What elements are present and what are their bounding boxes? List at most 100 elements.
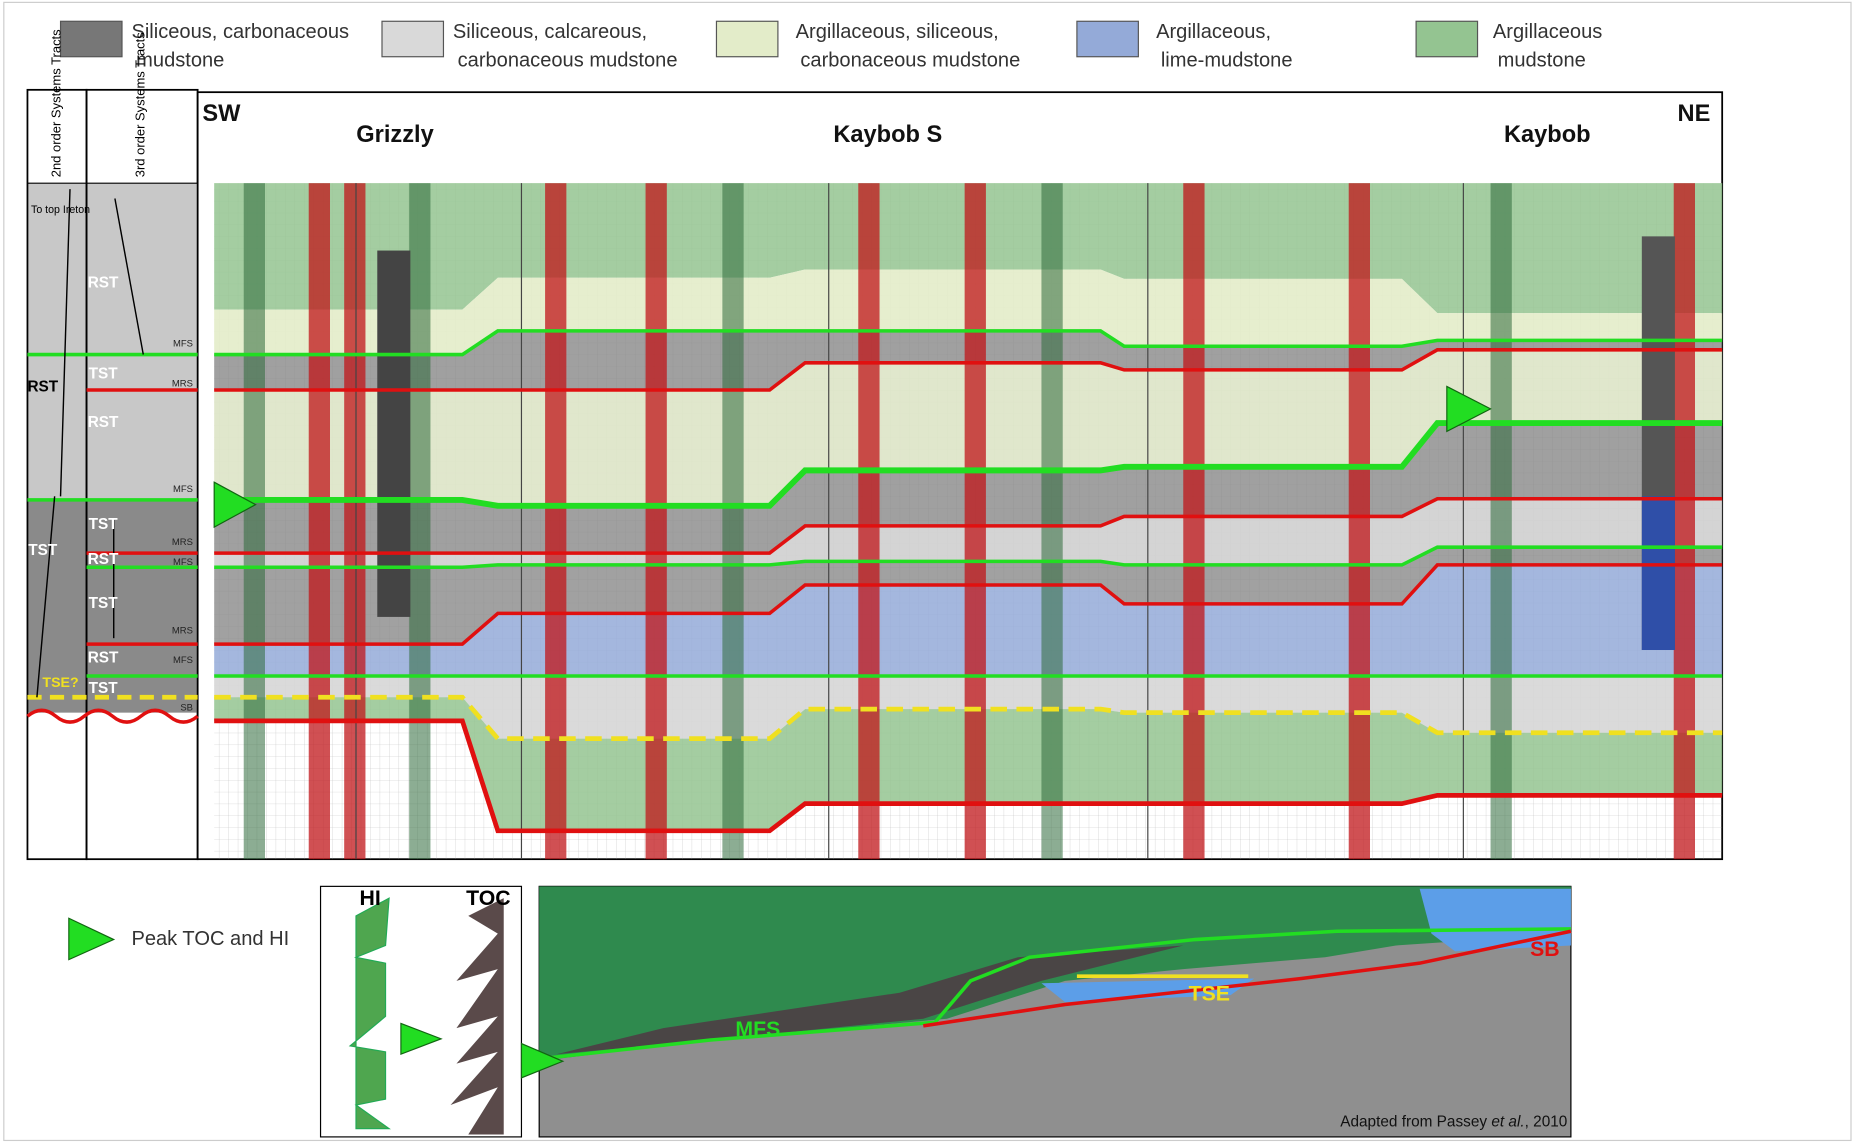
hi-label: HI xyxy=(360,886,381,910)
surface-line xyxy=(214,348,1723,392)
tract-label: TST xyxy=(89,516,119,533)
surface-line xyxy=(214,694,1723,741)
legend-label: Siliceous, carbonaceous mudstone xyxy=(131,21,349,71)
log-track xyxy=(545,183,567,860)
model-sb xyxy=(923,929,1572,1028)
log-track xyxy=(1183,183,1205,860)
surface-label: MRS xyxy=(172,379,193,390)
well-name: Kaybob xyxy=(1504,122,1591,148)
surface-line xyxy=(214,496,1723,555)
hi-profile xyxy=(348,897,391,1130)
legend-line: lime-mudstone xyxy=(1161,50,1293,72)
legend: Siliceous, carbonaceous mudstoneSiliceous… xyxy=(59,20,1602,72)
tract-label: RST xyxy=(88,414,119,431)
credit-part: et al. xyxy=(1491,1114,1524,1131)
legend-line: carbonaceous mudstone xyxy=(800,50,1020,72)
surface-label: MFS xyxy=(173,484,193,495)
peak-marker xyxy=(1446,385,1492,433)
cross-section: SW NE Grizzly Kaybob S Kaybob xyxy=(196,91,1724,861)
surface-label: MFS xyxy=(173,338,193,349)
tract-label: To top Ireton xyxy=(31,204,90,216)
log-track xyxy=(722,183,744,860)
legend-label: Argillaceous mudstone xyxy=(1493,21,1602,71)
model-mfs xyxy=(538,927,1571,1061)
surface-line xyxy=(214,420,1723,509)
surface-label: MFS xyxy=(173,655,193,666)
column-header: 2nd order Systems Tracts xyxy=(48,29,63,177)
direction-label: SW xyxy=(202,101,241,127)
toc-label: TOC xyxy=(466,886,511,910)
log-track xyxy=(409,183,431,860)
key-label: Peak TOC and HI xyxy=(131,928,289,950)
legend-label: Siliceous, calcareous, carbonaceous mudst… xyxy=(453,21,678,71)
surface-label: MFS xyxy=(173,557,193,568)
peak-marker xyxy=(68,917,116,961)
log-track xyxy=(858,183,880,860)
well-name: Kaybob S xyxy=(833,122,942,148)
log-track xyxy=(964,183,986,860)
toc-profile xyxy=(450,898,504,1135)
legend-line: Argillaceous xyxy=(1493,21,1602,43)
log-track xyxy=(1348,183,1370,860)
surface-label: MRS xyxy=(172,626,193,637)
peak-marker xyxy=(213,481,257,529)
legend-line: Argillaceous, xyxy=(1156,21,1271,43)
legend-label: Argillaceous, lime-mudstone xyxy=(1156,21,1292,71)
surface-label: SB xyxy=(180,702,193,713)
direction-label: NE xyxy=(1678,101,1711,127)
tract-label: RST xyxy=(88,275,119,292)
log-track xyxy=(1041,183,1063,860)
credit: Adapted from Passey et al., 2010 xyxy=(1340,1114,1567,1131)
log-track xyxy=(344,183,366,860)
legend-line: mudstone xyxy=(1498,50,1586,72)
tract-label: TSE? xyxy=(42,675,78,691)
frame xyxy=(3,1,1852,1142)
legend-line: Siliceous, calcareous, xyxy=(453,21,647,43)
systems-tracts: 2nd order Systems Tracts 3rd order System… xyxy=(26,29,199,861)
legend-swatch xyxy=(715,20,779,58)
surface-label: MRS xyxy=(172,537,193,548)
model-dark xyxy=(556,945,1184,1055)
legend-line: Argillaceous, siliceous, xyxy=(796,21,999,43)
tract-label: TST xyxy=(89,595,119,612)
tract-label: TST xyxy=(89,680,119,697)
legend-swatch xyxy=(381,20,445,58)
tract-label: RST xyxy=(88,551,119,568)
model-mfs-label: MFS xyxy=(735,1017,780,1041)
surface-line xyxy=(214,718,1723,834)
legend-swatch xyxy=(59,20,123,58)
legend-swatch xyxy=(1076,20,1139,58)
surface-line xyxy=(214,563,1723,646)
model-sb-label: SB xyxy=(1530,937,1560,961)
credit-part: Adapted from Passey xyxy=(1340,1114,1491,1131)
legend-label: Argillaceous, siliceous, carbonaceous mud… xyxy=(796,21,1021,71)
col-bg xyxy=(27,183,198,500)
tract-label: TST xyxy=(28,542,58,559)
core-column xyxy=(377,250,411,617)
model-tse-label: TSE xyxy=(1189,982,1230,1006)
surface-line xyxy=(214,545,1723,570)
log-track xyxy=(1673,183,1695,860)
credit-part: , 2010 xyxy=(1525,1114,1568,1131)
model: Peak TOC and HI HI TOC MFS TSE SB Adapted from… xyxy=(68,885,1572,1138)
arrow xyxy=(59,189,71,497)
legend-swatch xyxy=(1415,20,1479,58)
legend-line: carbonaceous mudstone xyxy=(458,50,678,72)
arrow xyxy=(36,496,56,698)
peak-marker xyxy=(520,1042,565,1079)
model-blue xyxy=(1419,888,1571,952)
col-box xyxy=(85,88,199,861)
core-column xyxy=(1641,496,1675,650)
log-track xyxy=(243,183,265,860)
log-track xyxy=(308,183,330,860)
facies-band xyxy=(214,547,1723,645)
arrow xyxy=(114,198,144,355)
tract-label: TST xyxy=(89,366,119,383)
legend-line: Siliceous, carbonaceous xyxy=(131,21,349,43)
log-track xyxy=(1490,183,1512,860)
tract-label: RST xyxy=(88,649,119,666)
surface-line xyxy=(214,329,1723,357)
unconformity xyxy=(26,708,199,724)
